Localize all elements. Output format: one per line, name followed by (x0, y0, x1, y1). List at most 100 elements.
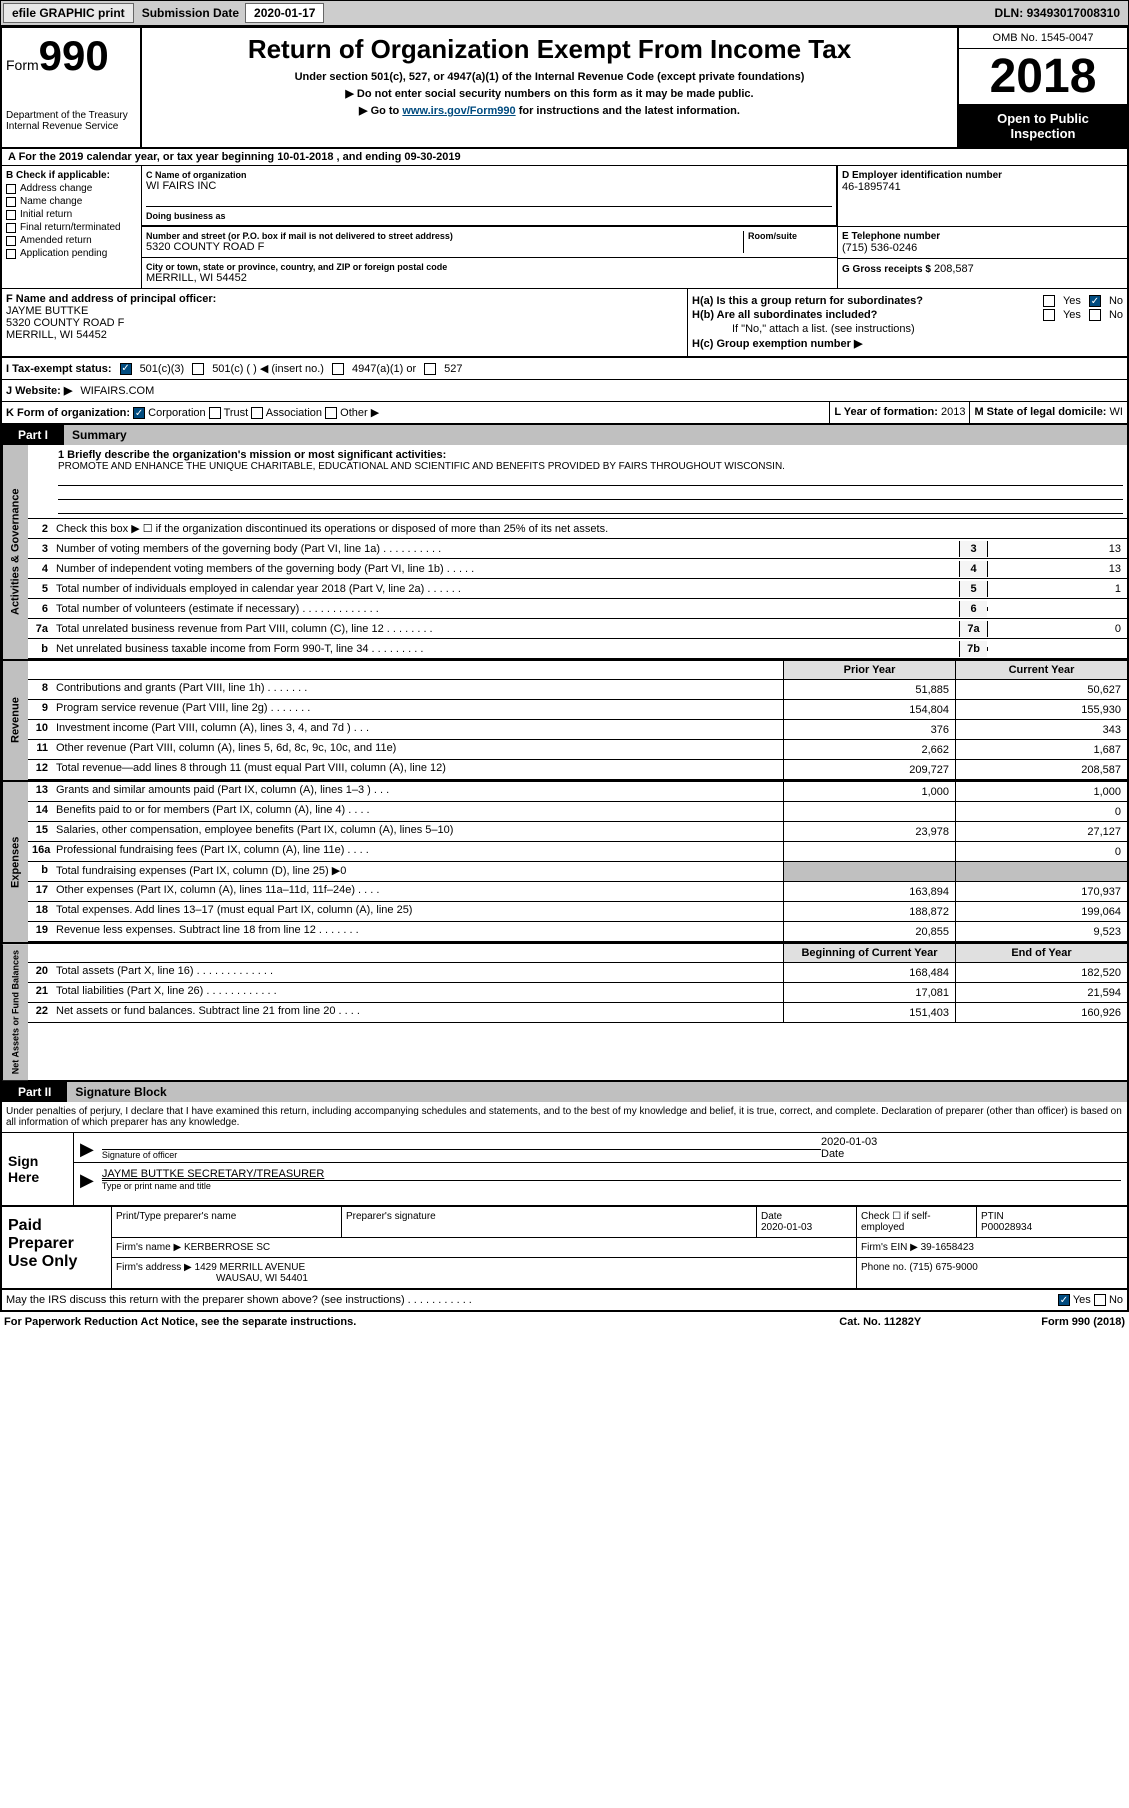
other-checkbox[interactable] (325, 407, 337, 419)
finance-row: 15Salaries, other compensation, employee… (28, 822, 1127, 842)
officer-name: JAYME BUTTKE (6, 305, 683, 317)
firm-ein-label: Firm's EIN ▶ (861, 1242, 918, 1253)
top-toolbar: efile GRAPHIC print Submission Date 2020… (0, 0, 1129, 26)
submission-date-value: 2020-01-17 (245, 3, 324, 23)
city-value: MERRILL, WI 54452 (146, 272, 833, 284)
finance-row: 20Total assets (Part X, line 16) . . . .… (28, 963, 1127, 983)
trust-checkbox[interactable] (209, 407, 221, 419)
paid-preparer-block: Paid Preparer Use Only Print/Type prepar… (2, 1207, 1127, 1290)
website-value: WIFAIRS.COM (80, 385, 154, 397)
finance-row: 9Program service revenue (Part VIII, lin… (28, 700, 1127, 720)
governance-row: bNet unrelated business taxable income f… (28, 639, 1127, 659)
checkbox-final-return[interactable] (6, 223, 16, 233)
checkbox-initial-return[interactable] (6, 210, 16, 220)
finance-row: 16aProfessional fundraising fees (Part I… (28, 842, 1127, 862)
expenses-vbar: Expenses (2, 782, 28, 942)
finance-row: 12Total revenue—add lines 8 through 11 (… (28, 760, 1127, 780)
instructions-link-line: ▶ Go to www.irs.gov/Form990 for instruct… (148, 104, 951, 117)
part-i-title: Summary (64, 428, 127, 442)
prior-year-header: Prior Year (783, 661, 955, 679)
association-checkbox[interactable] (251, 407, 263, 419)
header-right: OMB No. 1545-0047 2018 Open to Public In… (957, 28, 1127, 147)
catalog-number: Cat. No. 11282Y (839, 1316, 1041, 1328)
net-assets-section: Net Assets or Fund Balances Beginning of… (2, 944, 1127, 1082)
part-ii-tag: Part II (2, 1082, 67, 1102)
mission-text: PROMOTE AND ENHANCE THE UNIQUE CHARITABL… (58, 461, 1123, 472)
governance-row: 2Check this box ▶ ☐ if the organization … (28, 519, 1127, 539)
officer-addr1: 5320 COUNTY ROAD F (6, 317, 683, 329)
street-value: 5320 COUNTY ROAD F (146, 241, 743, 253)
column-b-checkboxes: B Check if applicable: Address change Na… (2, 166, 142, 288)
street-label: Number and street (or P.O. box if mail i… (146, 231, 743, 241)
self-employed-check: Check ☐ if self-employed (857, 1207, 977, 1237)
discuss-row: May the IRS discuss this return with the… (2, 1290, 1127, 1310)
preparer-name-label: Print/Type preparer's name (112, 1207, 342, 1237)
column-c: C Name of organization WI FAIRS INC Doin… (142, 166, 1127, 288)
governance-section: Activities & Governance 1 Briefly descri… (2, 445, 1127, 661)
tax-exempt-label: I Tax-exempt status: (6, 363, 112, 375)
submission-date-label: Submission Date (136, 6, 245, 20)
part-ii-header: Part II Signature Block (2, 1082, 1127, 1102)
col-b-header: B Check if applicable: (6, 170, 137, 181)
ha-yes-checkbox[interactable] (1043, 295, 1055, 307)
efile-print-button[interactable]: efile GRAPHIC print (3, 3, 134, 23)
signature-arrow-icon: ▶ (80, 1139, 102, 1160)
part-i-header: Part I Summary (2, 425, 1127, 445)
checkbox-address-change[interactable] (6, 184, 16, 194)
beginning-year-header: Beginning of Current Year (783, 944, 955, 962)
mission-block: 1 Briefly describe the organization's mi… (28, 445, 1127, 519)
form-header: Form990 Department of the Treasury Inter… (2, 28, 1127, 149)
ssn-notice: ▶ Do not enter social security numbers o… (148, 87, 951, 100)
row-i-tax-exempt: I Tax-exempt status: ✓501(c)(3) 501(c) (… (2, 357, 1127, 380)
sign-date-label: Date (821, 1148, 1121, 1160)
column-f: F Name and address of principal officer:… (2, 289, 687, 356)
firm-addr-label: Firm's address ▶ (116, 1262, 192, 1273)
page-footer: For Paperwork Reduction Act Notice, see … (0, 1312, 1129, 1332)
finance-row: 11Other revenue (Part VIII, column (A), … (28, 740, 1127, 760)
form-subtitle: Under section 501(c), 527, or 4947(a)(1)… (148, 71, 951, 83)
discuss-no-checkbox[interactable] (1094, 1294, 1106, 1306)
governance-row: 3Number of voting members of the governi… (28, 539, 1127, 559)
finance-row: 18Total expenses. Add lines 13–17 (must … (28, 902, 1127, 922)
dept-treasury: Department of the Treasury Internal Reve… (6, 110, 136, 132)
finance-row: 21Total liabilities (Part X, line 26) . … (28, 983, 1127, 1003)
hb-no-checkbox[interactable] (1089, 309, 1101, 321)
hb-yes-checkbox[interactable] (1043, 309, 1055, 321)
room-suite-label: Room/suite (748, 231, 833, 241)
telephone-label: E Telephone number (842, 231, 1123, 242)
corporation-checkbox[interactable]: ✓ (133, 407, 145, 419)
checkbox-name-change[interactable] (6, 197, 16, 207)
ein-label: D Employer identification number (842, 170, 1123, 181)
discuss-question: May the IRS discuss this return with the… (6, 1294, 1058, 1306)
501c3-checkbox[interactable]: ✓ (120, 363, 132, 375)
4947-checkbox[interactable] (332, 363, 344, 375)
527-checkbox[interactable] (424, 363, 436, 375)
current-year-header: Current Year (955, 661, 1127, 679)
beginning-end-header: Beginning of Current Year End of Year (28, 944, 1127, 963)
firm-name: KERBERROSE SC (184, 1242, 270, 1253)
governance-vbar: Activities & Governance (2, 445, 28, 659)
finance-row: 14Benefits paid to or for members (Part … (28, 802, 1127, 822)
hb-note: If "No," attach a list. (see instruction… (692, 323, 1123, 335)
firm-addr1: 1429 MERRILL AVENUE (195, 1262, 306, 1273)
ha-no-checkbox[interactable]: ✓ (1089, 295, 1101, 307)
website-label: J Website: ▶ (6, 384, 72, 397)
hb-label: H(b) Are all subordinates included? (692, 309, 877, 321)
discuss-yes-checkbox[interactable]: ✓ (1058, 1294, 1070, 1306)
net-assets-vbar: Net Assets or Fund Balances (2, 944, 28, 1080)
preparer-sig-label: Preparer's signature (342, 1207, 757, 1237)
ptin-value: P00028934 (981, 1222, 1123, 1233)
hc-label: H(c) Group exemption number ▶ (692, 337, 862, 350)
ha-label: H(a) Is this a group return for subordin… (692, 295, 923, 307)
officer-typed-name: JAYME BUTTKE SECRETARY/TREASURER (102, 1168, 1121, 1180)
prep-date-label: Date (761, 1211, 852, 1222)
section-b-c-d-e: B Check if applicable: Address change Na… (2, 166, 1127, 289)
checkbox-amended[interactable] (6, 236, 16, 246)
ptin-label: PTIN (981, 1211, 1123, 1222)
header-center: Return of Organization Exempt From Incom… (142, 28, 957, 147)
irs-link[interactable]: www.irs.gov/Form990 (402, 105, 515, 117)
prep-date: 2020-01-03 (761, 1222, 852, 1233)
checkbox-app-pending[interactable] (6, 249, 16, 259)
revenue-vbar: Revenue (2, 661, 28, 780)
501c-checkbox[interactable] (192, 363, 204, 375)
